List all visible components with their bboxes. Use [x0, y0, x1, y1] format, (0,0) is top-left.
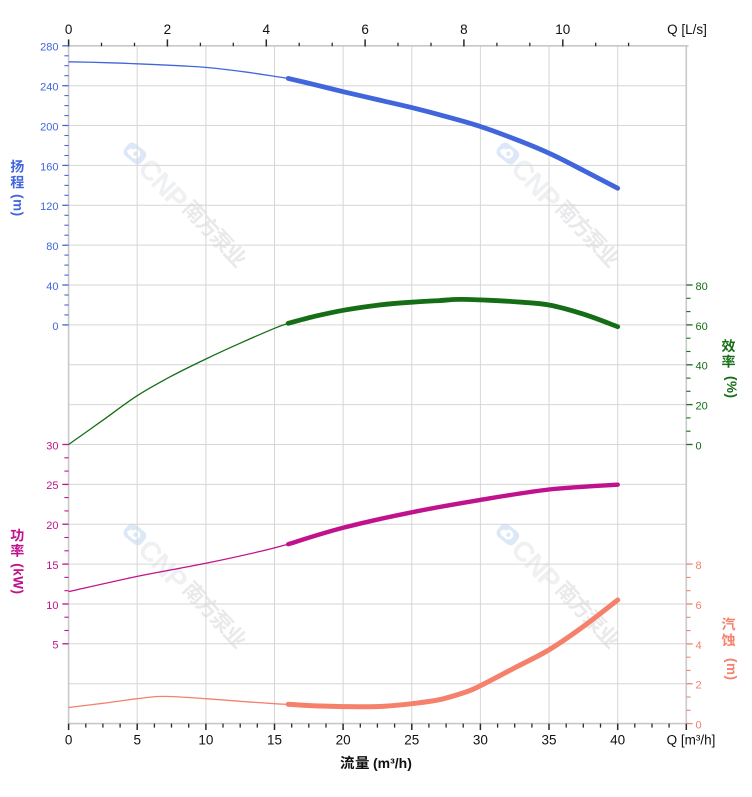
svg-text:0: 0	[696, 720, 702, 732]
svg-text:30: 30	[46, 440, 58, 452]
svg-text:0: 0	[52, 321, 58, 333]
svg-text:(kW): (kW)	[11, 563, 26, 594]
svg-text:6: 6	[696, 600, 702, 612]
svg-text:2: 2	[164, 22, 172, 37]
svg-text:80: 80	[46, 241, 58, 253]
svg-text:Q [L/s]: Q [L/s]	[667, 22, 707, 37]
svg-text:8: 8	[696, 560, 702, 572]
svg-text:0: 0	[65, 22, 73, 37]
svg-text:20: 20	[46, 520, 58, 532]
svg-text:8: 8	[460, 22, 468, 37]
svg-text:30: 30	[473, 733, 488, 748]
svg-text:(m³/h): (m³/h)	[373, 755, 412, 771]
svg-text:160: 160	[40, 161, 58, 173]
svg-text:10: 10	[198, 733, 213, 748]
svg-text:5: 5	[52, 640, 58, 652]
svg-text:0: 0	[696, 440, 702, 452]
svg-text:6: 6	[361, 22, 369, 37]
svg-text:120: 120	[40, 201, 58, 213]
svg-text:20: 20	[336, 733, 351, 748]
svg-text:200: 200	[40, 121, 58, 133]
svg-text:2: 2	[696, 680, 702, 692]
svg-text:25: 25	[46, 480, 58, 492]
svg-text:35: 35	[541, 733, 556, 748]
svg-text:4: 4	[263, 22, 271, 37]
svg-text:0: 0	[65, 733, 73, 748]
svg-text:(m): (m)	[724, 658, 739, 681]
svg-text:40: 40	[696, 361, 708, 373]
svg-text:25: 25	[404, 733, 419, 748]
svg-text:4: 4	[696, 640, 702, 652]
svg-text:10: 10	[46, 600, 58, 612]
svg-text:Q [m³/h]: Q [m³/h]	[667, 733, 716, 748]
svg-text:80: 80	[696, 281, 708, 293]
svg-text:10: 10	[555, 22, 570, 37]
svg-text:240: 240	[40, 82, 58, 94]
svg-text:20: 20	[696, 401, 708, 413]
svg-text:280: 280	[40, 42, 58, 54]
svg-text:15: 15	[267, 733, 282, 748]
svg-text:40: 40	[610, 733, 625, 748]
svg-text:(m): (m)	[11, 194, 26, 217]
svg-text:5: 5	[133, 733, 141, 748]
svg-text:60: 60	[696, 321, 708, 333]
svg-text:15: 15	[46, 560, 58, 572]
svg-text:40: 40	[46, 281, 58, 293]
svg-text:(%): (%)	[724, 376, 739, 399]
